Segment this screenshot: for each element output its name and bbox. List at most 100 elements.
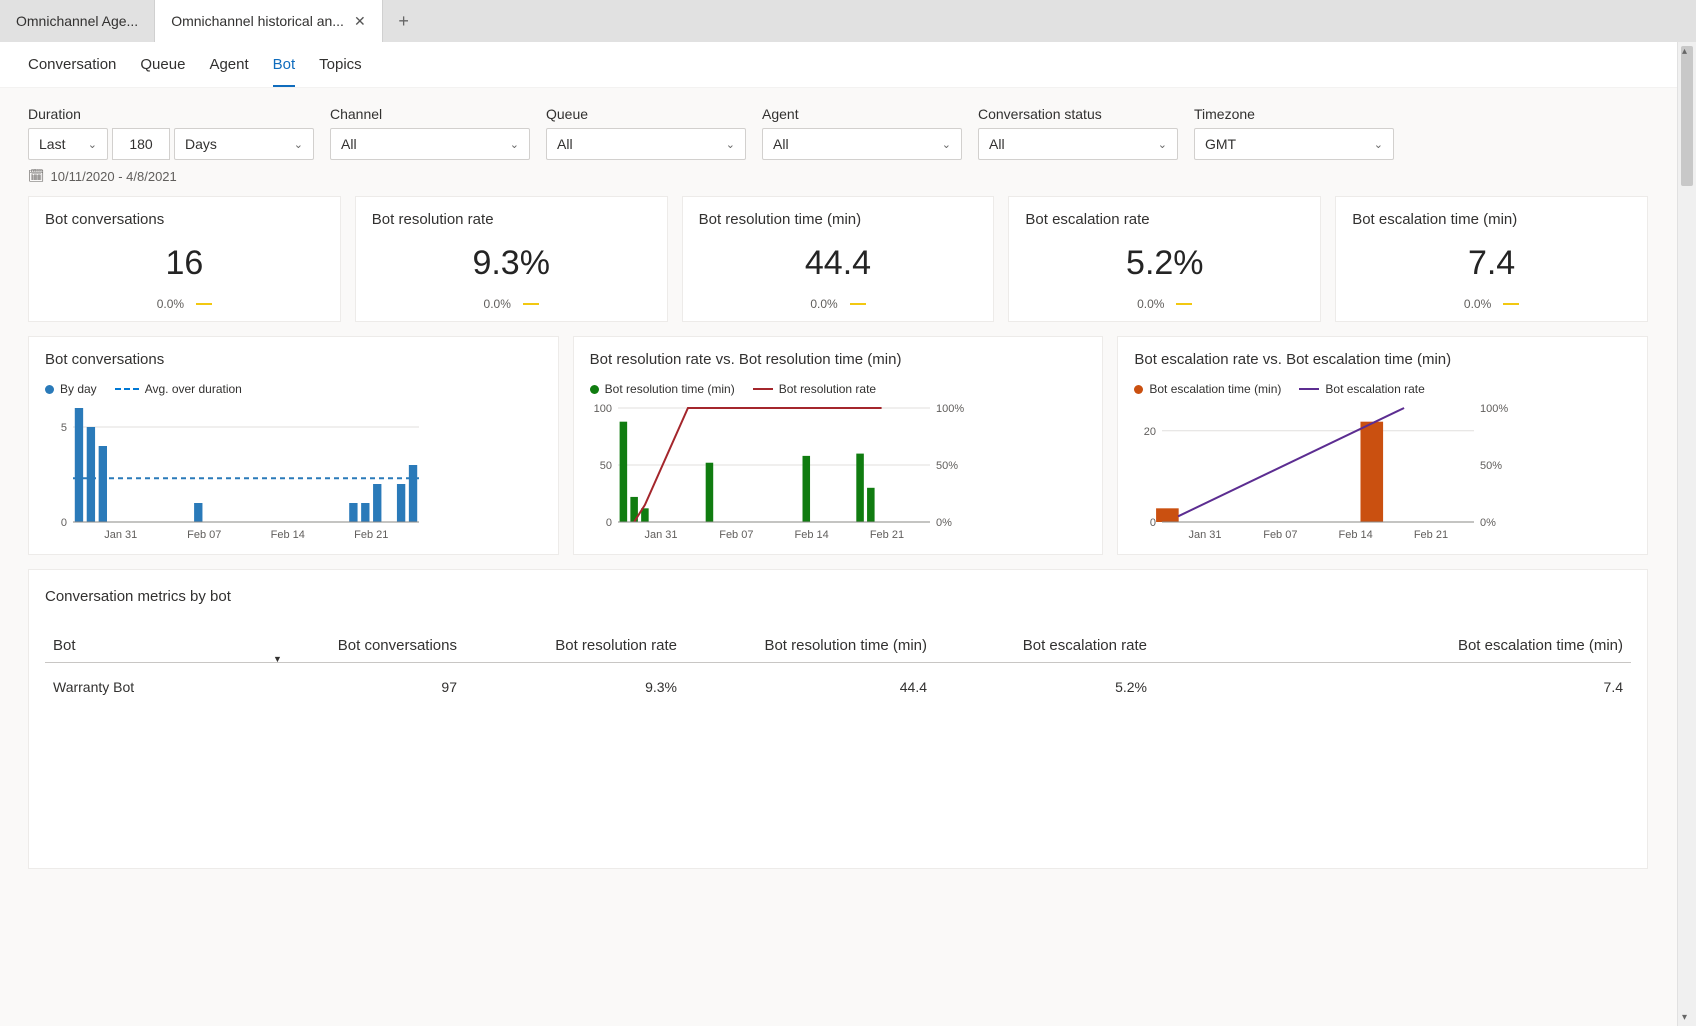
cell-escalation-time: 7.4: [1155, 663, 1631, 712]
duration-mode-dropdown[interactable]: Last⌄: [28, 128, 108, 160]
daterange-text: 10/11/2020 - 4/8/2021: [51, 169, 177, 184]
chevron-down-icon: ⌄: [726, 138, 735, 151]
svg-text:Feb 07: Feb 07: [719, 529, 753, 541]
kpi-resolution-time: Bot resolution time (min) 44.4 0.0%: [682, 196, 995, 322]
chevron-down-icon: ⌄: [88, 138, 97, 151]
close-icon[interactable]: ✕: [354, 13, 366, 30]
legend-item: Bot resolution time (min): [590, 382, 735, 396]
legend-label: Bot escalation rate: [1325, 382, 1424, 396]
legend-label: Bot resolution time (min): [605, 382, 735, 396]
svg-text:50: 50: [599, 460, 611, 472]
cell-resolution-time: 44.4: [685, 663, 935, 712]
dropdown-value: All: [989, 136, 1005, 152]
filter-row: Duration Last⌄ 180 Days⌄ Channel All⌄: [28, 106, 1648, 160]
scrollbar-thumb[interactable]: [1681, 46, 1693, 186]
chart-legend: Bot resolution time (min) Bot resolution…: [590, 382, 1087, 396]
legend-line-icon: [1299, 388, 1319, 390]
agent-dropdown[interactable]: All⌄: [762, 128, 962, 160]
svg-text:Feb 14: Feb 14: [1339, 529, 1373, 541]
table-header-row: Bot Bot conversations Bot resolution rat…: [45, 627, 1631, 663]
filter-label: Conversation status: [978, 106, 1178, 122]
kpi-value: 16: [45, 244, 324, 283]
chart-legend: Bot escalation time (min) Bot escalation…: [1134, 382, 1631, 396]
svg-text:Jan 31: Jan 31: [1189, 529, 1222, 541]
cell-escalation-rate: 5.2%: [935, 663, 1155, 712]
subnav-queue[interactable]: Queue: [140, 56, 185, 87]
kpi-title: Bot conversations: [45, 211, 324, 228]
col-escalation-rate[interactable]: Bot escalation rate: [935, 627, 1155, 663]
trend-flat-icon: [850, 303, 866, 305]
chevron-down-icon: ⌄: [942, 138, 951, 151]
subnav-conversation[interactable]: Conversation: [28, 56, 116, 87]
chevron-down-icon: ⌄: [510, 138, 519, 151]
timezone-dropdown[interactable]: GMT⌄: [1194, 128, 1394, 160]
cell-conversations: 97: [265, 663, 465, 712]
subnav-agent[interactable]: Agent: [209, 56, 248, 87]
subnav-bot[interactable]: Bot: [273, 56, 296, 87]
kpi-row: Bot conversations 16 0.0% Bot resolution…: [28, 196, 1648, 322]
legend-dash-icon: [115, 388, 139, 390]
filter-label: Agent: [762, 106, 962, 122]
svg-text:Jan 31: Jan 31: [644, 529, 677, 541]
chevron-down-icon: ⌄: [1158, 138, 1167, 151]
duration-unit-dropdown[interactable]: Days ⌄: [174, 128, 314, 160]
duration-value-input[interactable]: 180: [112, 128, 170, 160]
kpi-title: Bot escalation time (min): [1352, 211, 1631, 228]
calendar-icon: 🗓: [28, 168, 45, 184]
trend-flat-icon: [1176, 303, 1192, 305]
kpi-value: 44.4: [699, 244, 978, 283]
trend-pct: 0.0%: [1137, 297, 1164, 311]
col-resolution-rate[interactable]: Bot resolution rate: [465, 627, 685, 663]
dropdown-value: Days: [185, 136, 217, 152]
legend-dot-icon: [1134, 385, 1143, 394]
legend-item: By day: [45, 382, 97, 396]
filter-label: Channel: [330, 106, 530, 122]
subnav-topics[interactable]: Topics: [319, 56, 362, 87]
trend-flat-icon: [523, 303, 539, 305]
status-dropdown[interactable]: All ⌄: [978, 128, 1178, 160]
kpi-trend: 0.0%: [1025, 297, 1304, 311]
chart-escalation: Bot escalation rate vs. Bot escalation t…: [1117, 336, 1648, 555]
cell-resolution-rate: 9.3%: [465, 663, 685, 712]
col-escalation-time[interactable]: Bot escalation time (min): [1155, 627, 1631, 663]
col-resolution-time[interactable]: Bot resolution time (min): [685, 627, 935, 663]
tab-omnichannel-historical[interactable]: Omnichannel historical an... ✕: [155, 0, 383, 42]
scrollbar-down[interactable]: ▾: [1682, 1012, 1692, 1022]
legend-label: Bot escalation time (min): [1149, 382, 1281, 396]
new-tab-button[interactable]: +: [383, 0, 425, 42]
table-row[interactable]: Warranty Bot 97 9.3% 44.4 5.2% 7.4: [45, 663, 1631, 712]
chevron-down-icon: ⌄: [1374, 138, 1383, 151]
kpi-title: Bot resolution rate: [372, 211, 651, 228]
cell-bot: Warranty Bot: [45, 663, 265, 712]
queue-dropdown[interactable]: All⌄: [546, 128, 746, 160]
dropdown-value: All: [341, 136, 357, 152]
kpi-title: Bot resolution time (min): [699, 211, 978, 228]
tab-omnichannel-agent[interactable]: Omnichannel Age...: [0, 0, 155, 42]
kpi-title: Bot escalation rate: [1025, 211, 1304, 228]
channel-dropdown[interactable]: All ⌄: [330, 128, 530, 160]
svg-text:Feb 14: Feb 14: [271, 529, 305, 541]
filter-status: Conversation status All ⌄: [978, 106, 1178, 160]
legend-dot-icon: [45, 385, 54, 394]
chevron-down-icon: ⌄: [294, 138, 303, 151]
kpi-value: 5.2%: [1025, 244, 1304, 283]
chart-svg: 0501000%50%100%Jan 31Feb 07Feb 14Feb 21: [590, 404, 970, 544]
kpi-escalation-time: Bot escalation time (min) 7.4 0.0%: [1335, 196, 1648, 322]
trend-pct: 0.0%: [1464, 297, 1491, 311]
svg-text:Feb 07: Feb 07: [187, 529, 221, 541]
trend-flat-icon: [1503, 303, 1519, 305]
col-conversations[interactable]: Bot conversations: [265, 627, 465, 663]
svg-text:0%: 0%: [936, 517, 952, 529]
scrollbar-up[interactable]: ▴: [1682, 46, 1692, 56]
filter-label: Queue: [546, 106, 746, 122]
svg-text:0%: 0%: [1480, 517, 1496, 529]
svg-text:100: 100: [593, 404, 611, 415]
svg-text:Feb 07: Feb 07: [1264, 529, 1298, 541]
filter-queue: Queue All⌄: [546, 106, 746, 160]
filter-label: Timezone: [1194, 106, 1394, 122]
subnav: Conversation Queue Agent Bot Topics: [0, 42, 1696, 88]
chart-title: Bot escalation rate vs. Bot escalation t…: [1134, 351, 1631, 368]
svg-text:Feb 14: Feb 14: [794, 529, 828, 541]
legend-item: Avg. over duration: [115, 382, 242, 396]
col-bot[interactable]: Bot: [45, 627, 265, 663]
